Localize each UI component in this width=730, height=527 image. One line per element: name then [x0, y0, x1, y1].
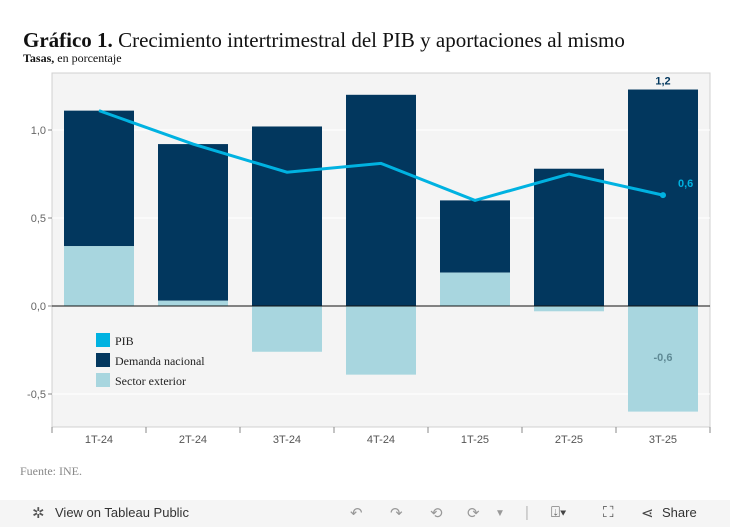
legend-swatch: [96, 353, 110, 367]
view-on-tableau-link[interactable]: View on Tableau Public: [55, 505, 189, 520]
chart: 1,0 0,5 0,0 -0,5 1T-24 2T-24 3T-24 4T-24 1T-25 2T…: [27, 72, 711, 446]
bar-demanda-nacional: [346, 94, 416, 306]
x-tick-label: 1T-25: [461, 434, 489, 446]
y-tick-label: 1,0: [31, 125, 46, 137]
chevron-down-icon[interactable]: ▼: [495, 508, 505, 519]
y-tick-label: 0,0: [31, 301, 46, 313]
refresh-icon[interactable]: ⟳: [467, 505, 480, 522]
bar-sector-exterior: [252, 306, 322, 352]
legend-label: PIB: [115, 334, 134, 348]
x-tick-label: 3T-24: [273, 434, 301, 446]
fullscreen-icon[interactable]: ⛶: [603, 504, 614, 521]
bar-demanda-nacional: [158, 144, 228, 301]
bar-demanda-nacional: [440, 200, 510, 273]
bar-sector-exterior: [534, 306, 604, 312]
share-icon[interactable]: ⋖: [641, 505, 654, 522]
undo-icon[interactable]: ↶: [350, 505, 363, 522]
bar-sector-exterior: [158, 300, 228, 306]
redo-icon[interactable]: ↷: [390, 505, 403, 522]
line-pib: [98, 109, 664, 202]
chart-subtitle: Tasas, en porcentaje: [23, 51, 122, 65]
source-note: Fuente: INE.: [20, 464, 82, 478]
data-label: 1,2: [655, 76, 670, 88]
legend-label: Demanda nacional: [115, 354, 205, 368]
bar-sector-exterior: [440, 272, 510, 306]
revert-icon[interactable]: ⟲: [430, 505, 443, 522]
bar-demanda-nacional: [252, 126, 322, 306]
bar-demanda-nacional: [534, 168, 604, 306]
y-tick-label: -0,5: [27, 389, 46, 401]
legend-swatch: [96, 373, 110, 387]
x-tick-label: 2T-24: [179, 434, 207, 446]
data-label: -0,6: [654, 352, 673, 364]
bar-sector-exterior: [346, 306, 416, 375]
bar-demanda-nacional: [64, 110, 134, 247]
x-tick-label: 2T-25: [555, 434, 583, 446]
bar-sector-exterior: [64, 246, 134, 306]
divider: |: [525, 504, 529, 521]
y-tick-label: 0,5: [31, 213, 46, 225]
legend-label: Sector exterior: [115, 374, 186, 388]
tableau-toolbar: ✲ View on Tableau Public ↶ ↷ ⟲ ⟳ ▼ | ⍗▾ …: [0, 500, 730, 527]
chart-title: Gráfico 1. Crecimiento intertrimestral d…: [23, 28, 625, 52]
x-tick-label: 3T-25: [649, 434, 677, 446]
data-label: 0,6: [678, 178, 693, 190]
tableau-logo-icon: ✲: [32, 505, 45, 522]
x-tick-label: 1T-24: [85, 434, 113, 446]
download-icon[interactable]: ⍗▾: [551, 504, 567, 521]
point-pib: [660, 192, 666, 199]
bar-sector-exterior: [628, 306, 698, 412]
share-button[interactable]: Share: [662, 505, 697, 520]
legend-swatch: [96, 333, 110, 347]
x-tick-label: 4T-24: [367, 434, 395, 446]
